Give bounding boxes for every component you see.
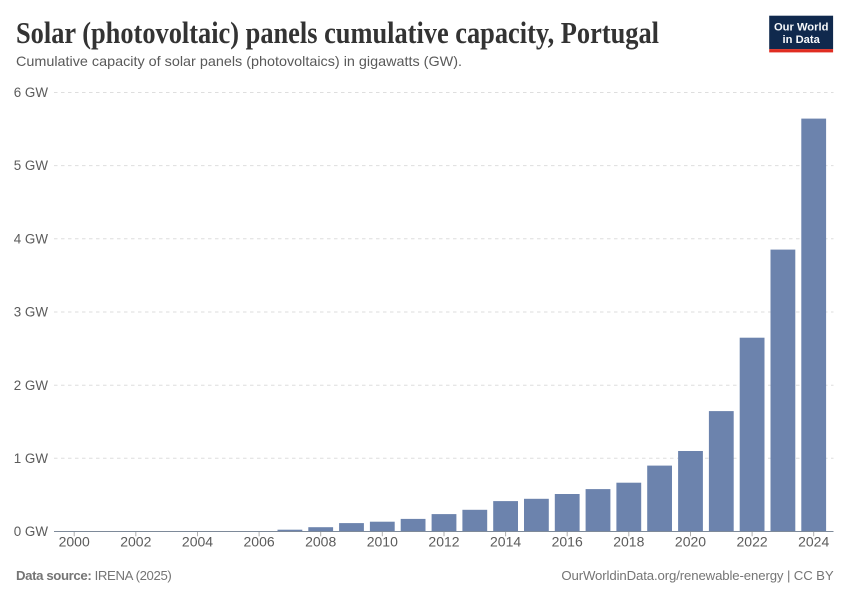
svg-text:2002: 2002 xyxy=(120,534,151,550)
svg-text:OurWorldinData.org/renewable-e: OurWorldinData.org/renewable-energy | CC… xyxy=(561,568,833,583)
svg-text:2 GW: 2 GW xyxy=(14,378,49,393)
svg-text:2012: 2012 xyxy=(428,534,459,550)
svg-text:2004: 2004 xyxy=(182,534,213,550)
svg-text:Our World: Our World xyxy=(774,22,829,34)
svg-text:2016: 2016 xyxy=(552,534,583,550)
svg-text:2006: 2006 xyxy=(244,534,275,550)
svg-text:6 GW: 6 GW xyxy=(14,85,49,100)
svg-text:2024: 2024 xyxy=(798,534,829,550)
svg-text:0 GW: 0 GW xyxy=(14,524,49,539)
svg-text:Cumulative capacity of solar p: Cumulative capacity of solar panels (pho… xyxy=(16,54,462,69)
svg-text:2022: 2022 xyxy=(737,534,768,550)
svg-text:in Data: in Data xyxy=(783,34,821,46)
svg-text:2008: 2008 xyxy=(305,534,336,550)
svg-text:3 GW: 3 GW xyxy=(14,305,49,320)
svg-text:2018: 2018 xyxy=(613,534,644,550)
svg-text:2020: 2020 xyxy=(675,534,706,550)
svg-text:1 GW: 1 GW xyxy=(14,451,49,466)
svg-text:Data source: IRENA (2025): Data source: IRENA (2025) xyxy=(16,568,171,583)
svg-text:2014: 2014 xyxy=(490,534,521,550)
svg-text:5 GW: 5 GW xyxy=(14,158,49,173)
svg-text:2000: 2000 xyxy=(59,534,90,550)
svg-text:4 GW: 4 GW xyxy=(14,231,49,246)
svg-text:Solar (photovoltaic) panels cu: Solar (photovoltaic) panels cumulative c… xyxy=(16,15,659,50)
svg-text:2010: 2010 xyxy=(367,534,398,550)
